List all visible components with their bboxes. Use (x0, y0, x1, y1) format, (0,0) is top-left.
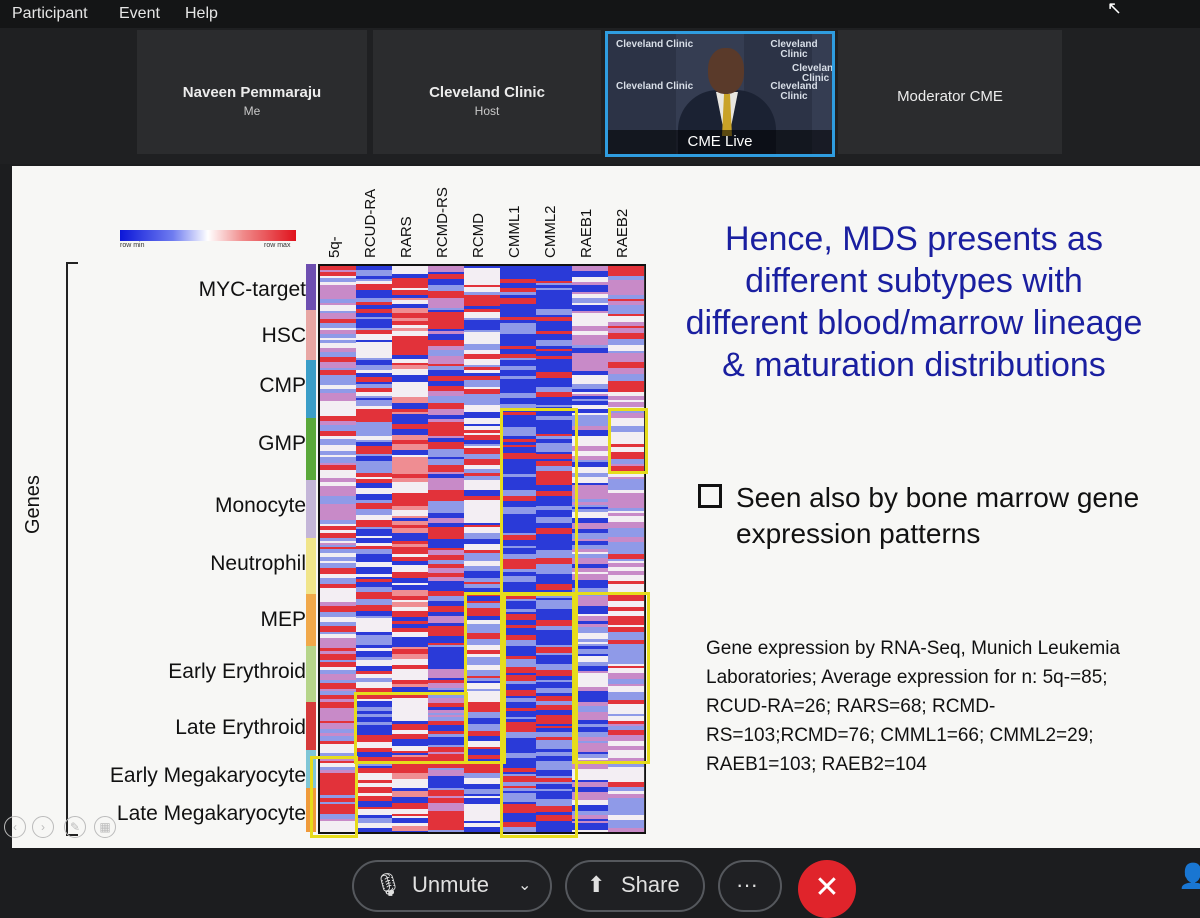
participant-name: Cleveland Clinic (429, 84, 545, 101)
heatmap-column-label: CMML1 (506, 205, 523, 258)
prev-slide-icon[interactable]: ‹ (4, 816, 26, 838)
genes-bracket (66, 262, 78, 836)
heatmap-row-label: HSC (261, 324, 306, 347)
category-color-strip (306, 360, 316, 418)
participant-name: Naveen Pemmaraju (182, 84, 322, 101)
more-icon: ··· (736, 872, 758, 897)
colorbar-legend (120, 230, 296, 241)
heatmap-column (608, 266, 645, 832)
heatmap-column-label: 5q- (326, 236, 343, 258)
pen-icon[interactable]: ✎ (64, 816, 86, 838)
grid-icon[interactable]: ▦ (94, 816, 116, 838)
heatmap-row-label: GMP (258, 432, 306, 455)
colorbar-max-label: row max (264, 242, 291, 249)
participant-role: Me (243, 104, 261, 118)
unmute-label: Unmute (412, 872, 490, 897)
share-button[interactable]: ⬆ Share (565, 860, 705, 912)
next-slide-icon[interactable]: › (32, 816, 54, 838)
menu-help[interactable]: Help (185, 5, 218, 22)
category-color-strip (306, 594, 316, 646)
highlight-box (310, 756, 358, 838)
heatmap-column (356, 266, 393, 832)
heatmap-row-label: Early Erythroid (168, 660, 306, 683)
colorbar-min-label: row min (120, 242, 145, 249)
heatmap-column-label: CMML2 (542, 205, 559, 258)
leave-meeting-button[interactable]: ✕ (798, 860, 856, 918)
share-label: Share (621, 872, 680, 897)
presentation-slide: row min row max 5q- RCUD-RA RARS RCMD-RS RCM… (4, 166, 1200, 848)
participant-role: Host (474, 104, 500, 118)
heatmap-row-label: MEP (260, 608, 306, 631)
backdrop-logo: Cleveland Clinic (792, 63, 832, 84)
more-options-button[interactable]: ··· (718, 860, 782, 912)
heatmap-row-label: Early Megakaryocyte (109, 764, 306, 787)
heatmap-column-label: RCMD-RS (434, 187, 451, 258)
slide-bullet: Seen also by bone marrow gene expression… (736, 482, 1140, 549)
menu-participant[interactable]: Participant (12, 5, 88, 22)
slide-headline: Hence, MDS presents as different subtype… (685, 220, 1143, 384)
heatmap-row-label: MYC-target (198, 278, 306, 301)
highlight-box (500, 408, 578, 596)
participant-tile-me[interactable]: Naveen Pemmaraju Me (137, 30, 367, 154)
menu-bar: Participant Event Help ↖ (0, 0, 1200, 30)
category-color-strip (306, 264, 316, 310)
speaker-tie (722, 94, 732, 136)
heatmap-column-label: RAEB1 (578, 208, 595, 258)
video-name-label: CME Live (608, 130, 832, 154)
category-color-strip (306, 538, 316, 594)
backdrop-logo: Cleveland Clinic (770, 39, 818, 60)
highlight-box (608, 408, 648, 474)
category-color-strip (306, 310, 316, 360)
heatmap-column (320, 266, 357, 832)
heatmap-column-label: RCUD-RA (362, 188, 379, 258)
heatmap-column-label: RARS (398, 216, 415, 258)
genes-axis-label: Genes (22, 475, 44, 534)
microphone-muted-icon: 🎙 (374, 872, 402, 897)
heatmap-row-label: Neutrophil (210, 552, 306, 575)
share-icon: ⬆ (587, 872, 606, 897)
heatmap-column-label: RCMD (470, 213, 487, 258)
participant-tile-moderator[interactable]: Moderator CME (838, 30, 1062, 154)
backdrop-logo: Cleveland Clinic (616, 81, 694, 92)
category-color-strip (306, 418, 316, 480)
heatmap-row-label: CMP (259, 374, 306, 397)
category-color-strip (306, 480, 316, 538)
participants-panel-icon[interactable]: 👤 (1178, 863, 1200, 890)
chevron-down-icon: ⌄ (518, 877, 532, 894)
heatmap-row-label: Monocyte (214, 494, 306, 517)
participant-name: Moderator CME (897, 88, 1003, 105)
heatmap-row-label: Late Megakaryocyte (116, 802, 306, 825)
highlight-box (500, 592, 578, 838)
category-color-strip (306, 646, 316, 702)
backdrop-logo: Cleveland Clinic (616, 39, 694, 50)
backdrop-logo: Cleveland Clinic (770, 81, 818, 102)
heatmap-column-label: RAEB2 (614, 208, 631, 258)
heatmap-column (572, 266, 609, 832)
menu-event[interactable]: Event (119, 5, 160, 22)
checkbox-bullet-icon (698, 484, 722, 508)
highlight-box (464, 592, 506, 764)
slide-footnote: Gene expression by RNA-Seq, Munich Leuke… (706, 638, 1120, 775)
expression-heatmap (318, 264, 646, 834)
mouse-cursor-icon: ↖ (1106, 0, 1122, 18)
participant-tile-host[interactable]: Cleveland Clinic Host (373, 30, 601, 154)
category-color-strip (306, 702, 316, 750)
unmute-button[interactable]: 🎙 Unmute ⌄ (352, 860, 552, 912)
participant-tile-cme-live[interactable]: Cleveland Clinic Cleveland Clinic Clevel… (605, 31, 835, 157)
highlight-box (572, 592, 650, 764)
highlight-box (354, 692, 468, 764)
heatmap-row-label: Late Erythroid (175, 716, 306, 739)
speaker-head (708, 48, 744, 94)
